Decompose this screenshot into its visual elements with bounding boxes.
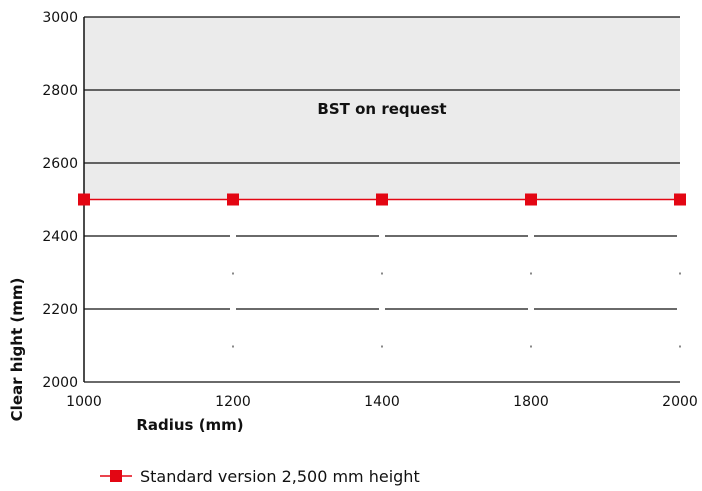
y-tick-label: 2800: [42, 83, 78, 99]
data-point: [78, 193, 90, 206]
data-point: [525, 193, 537, 206]
x-tick-label: 1000: [66, 394, 102, 410]
grid-lines: [84, 16, 681, 383]
shaded-region: [84, 17, 680, 200]
tick-labels: 2000 2200 2400 2600 2800 3000 1000 1200 1400 1800…: [42, 10, 697, 410]
y-tick-label: 2000: [42, 375, 78, 391]
region-annotation: BST on request: [317, 100, 446, 118]
y-axis-title: Clear hight (mm): [8, 278, 26, 422]
series: [78, 193, 686, 206]
data-point: [227, 193, 239, 206]
data-point: [674, 193, 686, 206]
x-tick-label: 1800: [513, 394, 549, 410]
x-tick-label: 1200: [215, 394, 251, 410]
y-tick-label: 2600: [42, 156, 78, 172]
legend: Standard version 2,500 mm height: [100, 467, 420, 486]
x-tick-label: 2000: [662, 394, 698, 410]
legend-label: Standard version 2,500 mm height: [140, 467, 420, 486]
x-axis-title: Radius (mm): [136, 416, 243, 434]
data-point: [376, 193, 388, 206]
legend-marker: [110, 470, 122, 482]
y-tick-label: 3000: [42, 10, 78, 26]
y-tick-label: 2200: [42, 302, 78, 318]
x-tick-label: 1400: [364, 394, 400, 410]
y-tick-label: 2400: [42, 229, 78, 245]
